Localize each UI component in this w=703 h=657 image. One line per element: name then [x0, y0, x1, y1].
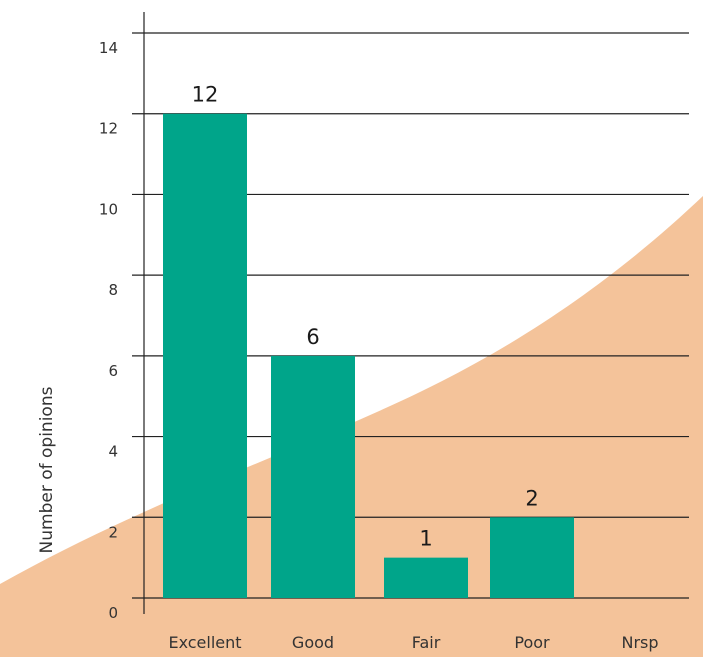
y-tick-label: 10: [99, 200, 118, 218]
y-tick-label: 0: [108, 604, 118, 622]
y-tick-label: 2: [108, 523, 118, 541]
bar: [163, 113, 247, 598]
x-category-label: Nrsp: [621, 633, 658, 652]
y-tick-label: 6: [108, 362, 118, 380]
y-tick-label: 4: [108, 443, 118, 461]
x-category-label: Fair: [412, 633, 441, 652]
y-tick-label: 14: [99, 39, 118, 57]
y-axis-title: Number of opinions: [37, 386, 57, 553]
x-category-label: Good: [292, 633, 334, 652]
data-label: 12: [192, 83, 219, 107]
bar: [384, 557, 468, 598]
y-tick-label: 8: [108, 281, 118, 299]
data-label: 6: [306, 325, 319, 349]
bars: [163, 113, 574, 598]
y-tick-labels: 0 2 4 6 8 10 12 14: [99, 39, 118, 622]
bar: [271, 355, 355, 598]
y-tick-label: 12: [99, 120, 118, 138]
bar: [490, 517, 574, 598]
x-category-label: Excellent: [168, 633, 241, 652]
data-label: 2: [525, 486, 538, 510]
x-category-label: Poor: [514, 633, 550, 652]
data-label: 1: [419, 527, 432, 551]
x-category-labels: Excellent Good Fair Poor Nrsp: [168, 633, 658, 652]
